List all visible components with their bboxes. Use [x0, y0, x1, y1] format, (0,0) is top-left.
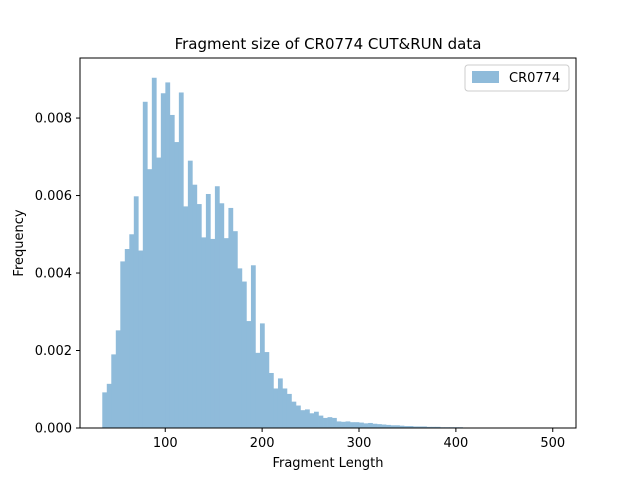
histogram-bar — [165, 82, 171, 428]
histogram-bar — [304, 409, 310, 428]
histogram-bar — [395, 425, 400, 428]
y-tick-label: 0.004 — [35, 267, 72, 282]
histogram-bar — [323, 417, 328, 428]
histogram-bar — [435, 426, 441, 428]
x-tick-label: 100 — [153, 436, 178, 451]
histogram-bar — [241, 281, 247, 428]
histogram-bar — [169, 114, 175, 428]
x-tick-label: 500 — [540, 436, 565, 451]
histogram-bar — [377, 424, 382, 428]
histogram-bar — [386, 424, 391, 428]
histogram-bar — [295, 405, 301, 428]
histogram-bar — [138, 250, 144, 428]
histogram-bar — [219, 203, 225, 428]
histogram-bar — [422, 426, 427, 428]
histogram-bar — [345, 421, 351, 428]
y-tick-label: 0.000 — [35, 422, 72, 437]
histogram-bar — [174, 142, 180, 428]
histogram-bar — [151, 77, 157, 428]
histogram-bar — [237, 268, 243, 428]
y-tick-label: 0.006 — [35, 189, 72, 204]
histogram-bar — [111, 354, 117, 428]
histogram-bar — [120, 261, 126, 428]
histogram-bar — [282, 388, 288, 428]
histogram-bar — [291, 401, 297, 428]
histogram-bar — [390, 425, 396, 428]
histogram-bar — [286, 393, 292, 428]
histogram-bar — [381, 424, 387, 428]
histogram-bar — [250, 265, 256, 428]
histogram-bar — [259, 323, 265, 428]
histogram-bar — [106, 383, 112, 428]
legend-swatch — [472, 71, 499, 83]
histogram-bar — [273, 388, 279, 428]
histogram-bar — [124, 249, 130, 428]
histogram-bar — [300, 410, 306, 428]
histogram-bar — [431, 426, 436, 428]
histogram-bar — [160, 93, 166, 428]
histogram-bar — [363, 423, 369, 428]
histogram-bar — [264, 352, 270, 428]
histogram-bar — [156, 157, 162, 428]
histogram-bar — [404, 426, 409, 428]
x-tick-label: 200 — [250, 436, 275, 451]
histogram-bar — [350, 422, 355, 428]
histogram-bar — [372, 423, 378, 428]
histogram-bar — [318, 415, 324, 428]
plot-frame — [79, 57, 577, 429]
histogram-bar — [142, 101, 148, 428]
histogram-bar — [359, 422, 364, 428]
histogram-bar — [314, 411, 319, 428]
axes-group — [79, 57, 577, 429]
histogram-bar — [277, 378, 283, 428]
chart-title: Fragment size of CR0774 CUT&RUN data — [175, 35, 482, 53]
histogram-bar — [228, 207, 234, 428]
histogram-bar — [196, 204, 202, 428]
histogram-bar — [413, 426, 418, 428]
histogram-bar — [408, 426, 414, 428]
histogram-bar — [183, 206, 189, 428]
histogram-bar — [255, 352, 261, 428]
bars-group — [102, 77, 554, 429]
y-axis-label: Frequency — [12, 209, 27, 276]
histogram-bar — [210, 238, 216, 428]
y-tick-label: 0.002 — [35, 344, 72, 359]
x-axis-ticks: 100 200 300 400 500 — [153, 428, 565, 451]
histogram-bar — [426, 426, 432, 428]
histogram-bar — [133, 196, 139, 428]
histogram-bar — [309, 413, 315, 428]
histogram-bar — [214, 186, 220, 428]
histogram-bar — [129, 234, 135, 428]
histogram-bar — [223, 238, 229, 428]
histogram-bar — [147, 169, 153, 428]
histogram-bar — [201, 237, 207, 428]
histogram-bar — [336, 421, 342, 428]
histogram-bar — [327, 417, 333, 428]
x-tick-label: 400 — [443, 436, 468, 451]
y-axis-ticks: 0.000 0.002 0.004 0.006 0.008 — [35, 112, 80, 437]
histogram-bar — [341, 421, 346, 428]
histogram-bar — [115, 330, 121, 428]
histogram-bar — [399, 425, 405, 428]
histogram-bar — [178, 92, 184, 428]
histogram-bar — [268, 372, 274, 428]
histogram-bar — [417, 426, 423, 428]
histogram-bar — [246, 321, 252, 428]
histogram-bar — [368, 422, 373, 428]
x-axis-label: Fragment Length — [272, 456, 383, 471]
histogram-bar — [102, 392, 108, 428]
x-tick-label: 300 — [347, 436, 372, 451]
histogram-bar — [187, 160, 193, 429]
legend: CR0774 — [464, 64, 570, 92]
histogram-bar — [332, 417, 337, 428]
histogram-bar — [232, 231, 238, 428]
histogram-bar — [192, 184, 198, 428]
y-tick-label: 0.008 — [35, 112, 72, 127]
histogram-bar — [205, 193, 211, 428]
histogram-bar — [354, 422, 360, 428]
legend-label: CR0774 — [509, 71, 560, 86]
